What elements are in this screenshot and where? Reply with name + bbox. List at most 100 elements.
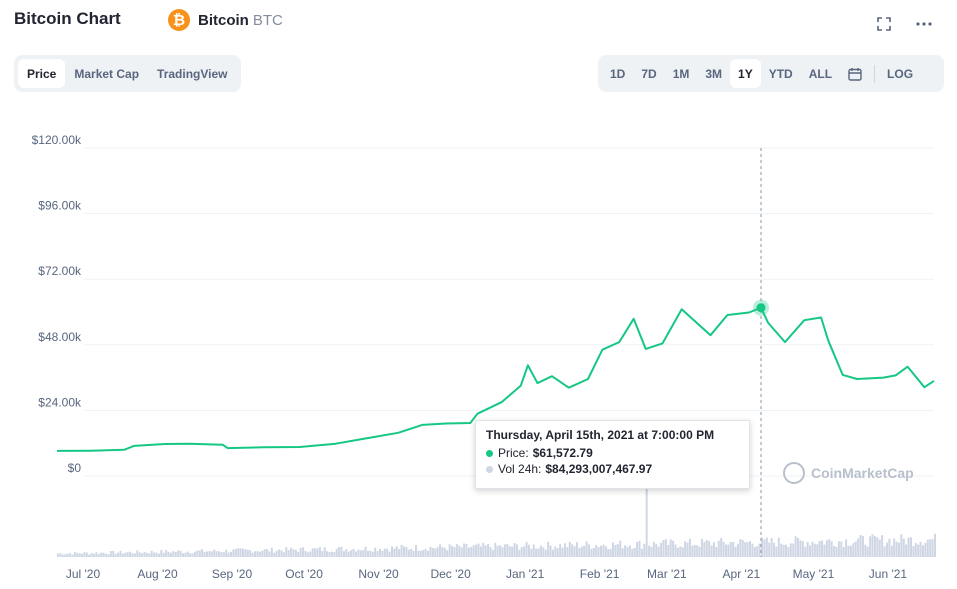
volume-bar <box>804 546 807 557</box>
volume-bar <box>326 551 329 557</box>
volume-bar <box>278 549 281 557</box>
volume-bar <box>573 546 576 557</box>
volume-bar <box>410 548 413 557</box>
volume-bar <box>181 553 184 557</box>
volume-bar <box>292 549 295 557</box>
volume-bar <box>422 549 425 557</box>
volume-bar <box>852 543 855 557</box>
range-all[interactable]: ALL <box>808 66 833 81</box>
volume-bar <box>342 551 345 557</box>
range-ytd[interactable]: YTD <box>768 66 793 81</box>
tab-price[interactable]: Price <box>18 59 66 88</box>
volume-bar <box>133 553 136 557</box>
volume-bar <box>703 541 706 557</box>
volume-bar <box>225 549 228 557</box>
volume-bar <box>837 541 840 557</box>
volume-bar <box>114 553 117 557</box>
range-7d[interactable]: 7D <box>641 66 657 81</box>
volume-bar <box>785 544 788 557</box>
volume-bar <box>708 540 711 557</box>
volume-bar <box>878 539 881 557</box>
more-icon[interactable] <box>914 14 934 34</box>
volume-bar <box>398 549 401 557</box>
range-3m[interactable]: 3M <box>705 66 723 81</box>
tooltip-volume-value: $84,293,007,467.97 <box>545 462 653 476</box>
volume-bar <box>900 534 903 557</box>
volume-bar <box>535 548 538 557</box>
volume-bar <box>427 550 430 557</box>
tab-tradingview[interactable]: TradingView <box>157 66 228 81</box>
volume-bar <box>849 545 852 557</box>
volume-bar <box>309 551 312 557</box>
volume-bars <box>57 472 937 557</box>
volume-bar <box>662 540 665 557</box>
volume-bar <box>705 540 708 557</box>
volume-bar <box>890 545 893 557</box>
y-tick-label: $0 <box>68 461 82 475</box>
volume-bar <box>232 549 235 557</box>
volume-bar <box>470 546 473 557</box>
coin-selector[interactable]: ₿ Bitcoin BTC <box>168 9 283 31</box>
volume-bar <box>484 545 487 557</box>
volume-bar <box>489 547 492 557</box>
volume-bar <box>112 550 115 557</box>
volume-bar <box>81 553 84 557</box>
fullscreen-icon[interactable] <box>874 14 894 34</box>
volume-bar <box>172 551 175 557</box>
volume-bar <box>290 547 293 557</box>
range-1y[interactable]: 1Y <box>730 59 761 88</box>
bitcoin-logo-icon: ₿ <box>168 9 190 31</box>
volume-bar <box>280 550 283 557</box>
volume-bar <box>117 552 120 557</box>
volume-bar <box>660 542 663 557</box>
volume-bar <box>561 547 564 557</box>
volume-bar <box>866 546 869 557</box>
volume-bar <box>674 544 677 557</box>
calendar-icon[interactable] <box>840 59 870 88</box>
volume-bar <box>883 546 886 557</box>
volume-bar <box>311 548 314 557</box>
volume-bar <box>304 550 307 557</box>
range-1d[interactable]: 1D <box>610 66 626 81</box>
tab-market-cap[interactable]: Market Cap <box>74 66 140 81</box>
volume-bar <box>150 550 153 557</box>
volume-bar <box>571 544 574 557</box>
volume-bar <box>287 550 290 557</box>
volume-bar <box>496 546 499 557</box>
volume-bar <box>434 548 437 557</box>
volume-bar <box>681 547 684 557</box>
volume-bar <box>664 539 667 557</box>
volume-bar <box>739 539 742 557</box>
volume-bar <box>66 553 69 557</box>
volume-bar <box>400 545 403 557</box>
volume-bar <box>600 545 603 557</box>
volume-bar <box>201 549 204 557</box>
volume-bar <box>789 543 792 557</box>
volume-bar <box>592 548 595 557</box>
volume-bar <box>833 545 836 557</box>
volume-bar <box>921 545 924 557</box>
volume-bar <box>169 552 172 557</box>
volume-bar <box>621 548 624 557</box>
volume-bar <box>381 550 384 557</box>
volume-bar <box>487 544 490 557</box>
volume-bar <box>907 537 910 557</box>
volume-bar <box>143 551 146 557</box>
volume-bar <box>575 542 578 557</box>
volume-bar <box>210 551 213 557</box>
volume-bar <box>165 550 168 557</box>
volume-bar <box>909 537 912 557</box>
tooltip-date: Thursday, April 15th, 2021 at 7:00:00 PM <box>486 428 715 442</box>
volume-bar <box>669 539 672 557</box>
y-tick-label: $72.00k <box>38 264 82 278</box>
volume-bar <box>696 545 699 557</box>
volume-bar <box>145 552 148 557</box>
range-1m[interactable]: 1M <box>672 66 690 81</box>
volume-bar <box>640 548 643 557</box>
volume-bar <box>237 548 240 557</box>
volume-bar <box>285 547 288 557</box>
volume-bar <box>193 551 196 557</box>
volume-bar <box>717 540 720 557</box>
log-scale-toggle[interactable]: LOG <box>887 66 914 81</box>
